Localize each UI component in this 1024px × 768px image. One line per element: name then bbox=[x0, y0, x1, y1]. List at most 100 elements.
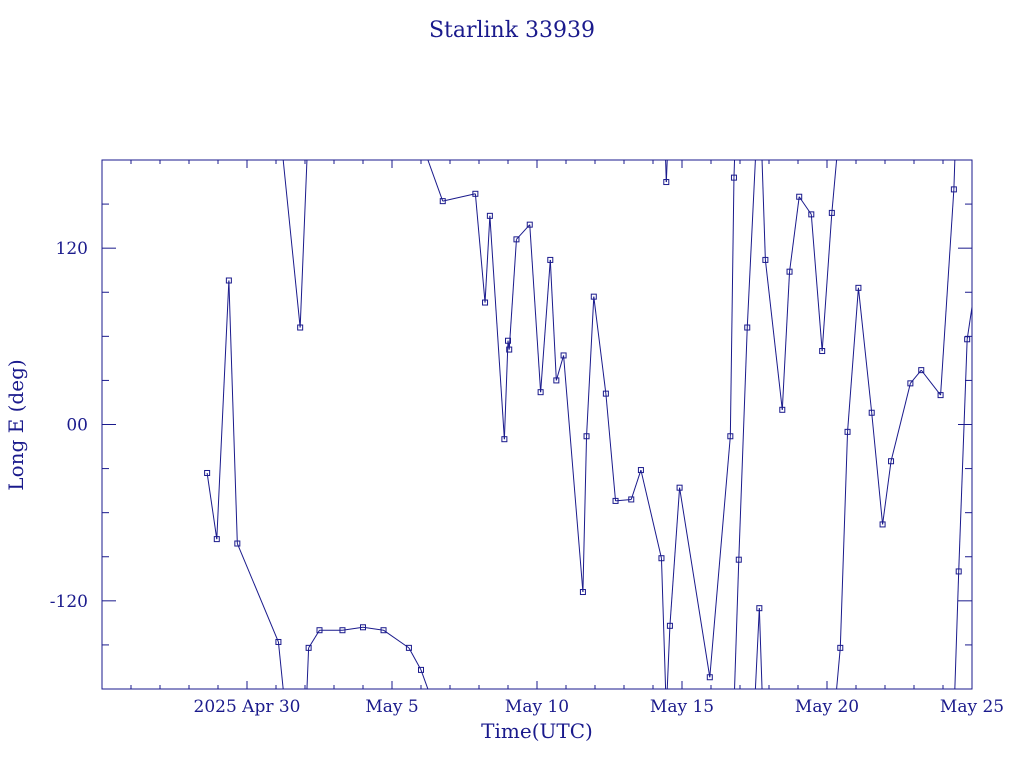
series-segment bbox=[847, 287, 859, 432]
x-tick-label: 2025 Apr 30 bbox=[194, 697, 301, 717]
data-point bbox=[786, 268, 793, 275]
series-segment bbox=[529, 224, 542, 393]
series-segment bbox=[605, 393, 617, 501]
series-segment bbox=[920, 369, 941, 396]
series-segment bbox=[593, 296, 607, 394]
data-point bbox=[888, 458, 895, 465]
series-segment bbox=[738, 327, 748, 560]
series-segment bbox=[427, 160, 444, 202]
data-point bbox=[526, 221, 533, 228]
x-tick-label: May 20 bbox=[795, 697, 859, 717]
data-point bbox=[1002, 284, 1007, 289]
series-segment bbox=[586, 296, 595, 437]
data-point bbox=[735, 556, 742, 563]
series-segment bbox=[420, 669, 429, 689]
data-point bbox=[964, 336, 971, 343]
data-point bbox=[579, 589, 586, 596]
series-segment bbox=[555, 355, 565, 381]
series-segment bbox=[993, 160, 1004, 286]
series-segment bbox=[503, 340, 509, 440]
series-segment bbox=[1018, 251, 1024, 354]
series-segment bbox=[988, 160, 993, 294]
x-tick-label: May 5 bbox=[365, 697, 418, 717]
data-point bbox=[305, 644, 312, 651]
series-segment bbox=[966, 303, 972, 340]
data-point bbox=[472, 190, 479, 197]
data-point bbox=[828, 209, 835, 216]
data-point bbox=[727, 433, 734, 440]
series-segment bbox=[679, 487, 711, 678]
data-point bbox=[482, 299, 489, 306]
data-point bbox=[730, 174, 737, 181]
series-segment bbox=[857, 287, 873, 413]
series-segment bbox=[474, 193, 486, 303]
data-point bbox=[658, 555, 665, 562]
series-segment bbox=[729, 177, 735, 437]
series-segment bbox=[954, 571, 960, 689]
data-point bbox=[583, 433, 590, 440]
series-segment bbox=[630, 469, 642, 500]
series-segment bbox=[821, 212, 833, 352]
series-lines bbox=[206, 160, 1024, 689]
chart-title: Starlink 33939 bbox=[429, 18, 595, 43]
data-point bbox=[666, 622, 673, 629]
data-point bbox=[628, 496, 635, 503]
data-point bbox=[1015, 351, 1020, 356]
data-point bbox=[602, 390, 609, 397]
series-segment bbox=[746, 160, 756, 328]
y-tick-label: 120 bbox=[56, 239, 88, 259]
series-segment bbox=[408, 647, 422, 671]
series-segment bbox=[665, 160, 668, 183]
data-point bbox=[706, 674, 713, 681]
data-point bbox=[844, 428, 851, 435]
y-tick-label: 00 bbox=[66, 416, 88, 436]
data-point bbox=[380, 627, 387, 634]
series-segment bbox=[953, 160, 956, 190]
data-point bbox=[808, 211, 815, 218]
series-segment bbox=[442, 193, 476, 202]
series-segment bbox=[206, 472, 218, 540]
series-segment bbox=[758, 608, 763, 689]
series-segment bbox=[764, 259, 783, 410]
series-segment bbox=[709, 436, 731, 678]
data-point bbox=[937, 392, 944, 399]
x-axis-label: Time(UTC) bbox=[481, 719, 593, 743]
series-segment bbox=[958, 339, 968, 572]
data-point bbox=[637, 467, 644, 474]
series-segment bbox=[489, 215, 505, 440]
series-segment bbox=[282, 160, 301, 328]
data-point bbox=[225, 277, 232, 284]
series-segment bbox=[484, 215, 491, 303]
data-point bbox=[439, 198, 446, 205]
series-segment bbox=[810, 214, 823, 352]
data-point bbox=[418, 666, 424, 673]
data-point bbox=[855, 284, 862, 291]
data-point bbox=[537, 389, 544, 396]
series-segment bbox=[1005, 286, 1018, 354]
series-segment bbox=[993, 682, 994, 689]
series-segment bbox=[734, 559, 740, 689]
series-segment bbox=[882, 461, 892, 525]
data-point bbox=[955, 568, 962, 575]
series-segment bbox=[540, 259, 551, 393]
data-point bbox=[868, 409, 875, 416]
series-segment bbox=[306, 647, 310, 689]
series-segment bbox=[660, 558, 667, 689]
series-segment bbox=[236, 543, 279, 643]
series-segment bbox=[666, 625, 671, 689]
series-segment bbox=[839, 431, 849, 648]
axis-ticks bbox=[101, 159, 973, 690]
data-point bbox=[879, 521, 886, 528]
data-point bbox=[405, 644, 412, 651]
y-tick-labels: 120 00 -120 bbox=[50, 239, 88, 612]
data-point bbox=[974, 272, 979, 277]
series-segment bbox=[761, 160, 766, 260]
data-point bbox=[796, 193, 803, 200]
data-point bbox=[553, 377, 560, 384]
series-segment bbox=[216, 280, 230, 540]
series-segment bbox=[582, 436, 588, 593]
data-point bbox=[676, 484, 683, 491]
series-segment bbox=[640, 469, 662, 559]
data-point bbox=[985, 291, 990, 296]
